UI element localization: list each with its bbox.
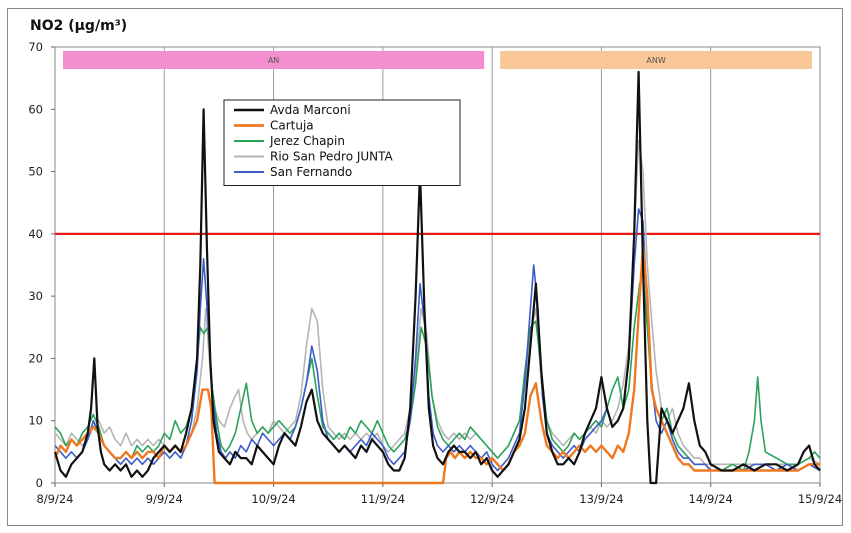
x-tick-label-7: 15/9/24 xyxy=(798,492,842,506)
legend-label-jerez-chapin: Jerez Chapin xyxy=(269,134,345,148)
y-tick-label-50: 50 xyxy=(28,165,43,179)
y-tick-label-30: 30 xyxy=(28,289,43,303)
y-axis: 0 10 20 30 40 50 60 70 xyxy=(28,40,55,490)
y-tick-label-60: 60 xyxy=(28,102,43,116)
legend-box xyxy=(223,99,461,186)
x-axis: 8/9/24 9/9/24 10/9/24 11/9/24 12/9/24 13/9/24… xyxy=(36,483,842,506)
band-label-anw: ANW xyxy=(646,56,665,65)
x-tick-label-1: 9/9/24 xyxy=(146,492,183,506)
series-line-jerez-chapin xyxy=(54,270,821,472)
y-tick-label-0: 0 xyxy=(36,476,43,490)
period-bands: AN ANW xyxy=(63,51,812,69)
y-tick-label-40: 40 xyxy=(28,227,43,241)
y-tick-label-10: 10 xyxy=(28,414,43,428)
series-lines xyxy=(53,70,821,485)
band-label-an: AN xyxy=(268,56,279,65)
band-anw xyxy=(500,51,812,69)
x-tick-label-3: 11/9/24 xyxy=(361,492,405,506)
y-tick-label-70: 70 xyxy=(28,40,43,54)
band-an xyxy=(63,51,485,69)
x-tick-label-0: 8/9/24 xyxy=(36,492,73,506)
x-tick-label-4: 12/9/24 xyxy=(470,492,514,506)
legend-label-san-fernando: San Fernando xyxy=(270,165,352,179)
x-tick-label-6: 14/9/24 xyxy=(689,492,733,506)
series-line-cartuja xyxy=(53,245,820,485)
legend-label-cartuja: Cartuja xyxy=(270,119,314,133)
chart-title: NO2 (µg/m³) xyxy=(30,18,128,34)
series-line-avda-marconi xyxy=(53,70,821,485)
x-tick-label-2: 10/9/24 xyxy=(251,492,295,506)
x-tick-label-5: 13/9/24 xyxy=(579,492,623,506)
legend-label-rio-san-pedro-junta: Rio San Pedro JUNTA xyxy=(270,150,394,164)
y-tick-label-20: 20 xyxy=(28,351,43,365)
legend-label-avda-marconi: Avda Marconi xyxy=(270,103,351,117)
